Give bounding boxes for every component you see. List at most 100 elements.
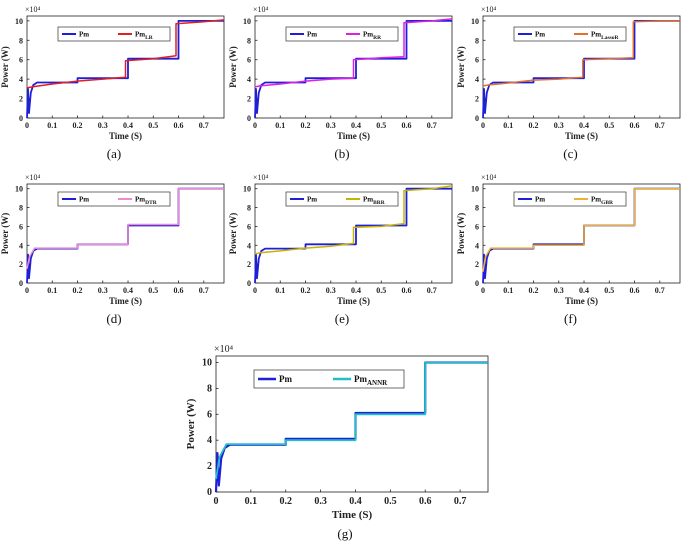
y-tick-label: 10 [471, 185, 479, 194]
x-tick-label: 0.3 [314, 496, 327, 507]
legend-box [285, 191, 399, 207]
x-tick-label: 0 [253, 286, 257, 295]
y-exponent-label: ×10⁴ [253, 173, 269, 182]
x-tick-label: 0.1 [47, 121, 57, 130]
x-tick-label: 0.5 [604, 121, 614, 130]
caption-b: (b) [334, 146, 350, 161]
chart-b: 0 0.1 0.2 0.3 0.4 0.5 0.6 0.7 0 2 4 6 8 10×10⁴ Time (S… [228, 5, 453, 141]
x-tick-label: 0.2 [529, 286, 539, 295]
y-tick-label: 8 [475, 36, 479, 45]
series-line-pm-dtr [26, 187, 224, 270]
chart-g: 0 0.1 0.2 0.3 0.4 0.5 0.6 0.7 0 2 4 6 8 10×10⁴ Time (S… [185, 344, 489, 521]
legend-box [285, 26, 399, 42]
y-tick-label: 2 [19, 95, 23, 104]
y-exponent-label: ×10⁴ [25, 173, 41, 182]
panel-c: 0 0.1 0.2 0.3 0.4 0.5 0.6 0.7 0 2 4 6 8 10 ×10⁴ Time (S… [456, 0, 685, 168]
y-exponent-label: ×10⁴ [214, 344, 234, 355]
x-tick-label: 0.7 [655, 286, 665, 295]
y-tick-label: 8 [247, 204, 251, 213]
x-tick-label: 0.5 [384, 496, 397, 507]
x-tick-label: 0.2 [529, 121, 539, 130]
legend-box [57, 191, 171, 207]
y-tick-label: 0 [207, 487, 212, 498]
y-tick-label: 6 [19, 222, 23, 231]
x-tick-label: 0.1 [275, 286, 285, 295]
y-exponent-label: ×10⁴ [481, 5, 497, 14]
panel-f: 0 0.1 0.2 0.3 0.4 0.5 0.6 0.7 0 2 4 6 8 10 ×10⁴ Time (S… [456, 168, 685, 336]
x-tick-label: 0.7 [655, 121, 665, 130]
y-tick-label: 6 [475, 56, 479, 65]
x-tick-label: 0.6 [402, 286, 412, 295]
legend-label: PmGBR [591, 196, 614, 207]
x-tick-label: 0.7 [427, 286, 437, 295]
x-tick-label: 0.1 [503, 121, 513, 130]
x-tick-label: 0.2 [301, 121, 311, 130]
x-tick-label: 0.3 [326, 286, 336, 295]
x-tick-label: 0.4 [351, 286, 361, 295]
x-tick-label: 0.6 [402, 121, 412, 130]
y-tick-label: 4 [475, 241, 479, 250]
x-tick-label: 0.5 [376, 286, 386, 295]
x-axis-label: Time (S) [109, 131, 142, 141]
legend-box [513, 191, 627, 207]
y-exponent-label: ×10⁴ [25, 5, 41, 14]
y-tick-label: 10 [202, 357, 212, 368]
y-tick-label: 6 [475, 222, 479, 231]
x-tick-label: 0.2 [73, 121, 83, 130]
x-tick-label: 0.1 [47, 286, 57, 295]
x-tick-label: 0.6 [630, 286, 640, 295]
caption-d: (d) [106, 311, 122, 326]
y-tick-label: 8 [19, 36, 23, 45]
y-axis-label: Power (W) [228, 213, 238, 255]
y-axis-label: Power (W) [228, 46, 238, 88]
y-tick-label: 10 [15, 17, 23, 26]
series-line-pm [482, 19, 680, 119]
y-tick-label: 6 [207, 409, 212, 420]
legend-box [57, 26, 171, 42]
y-tick-label: 2 [247, 260, 251, 269]
panel-b: 0 0.1 0.2 0.3 0.4 0.5 0.6 0.7 0 2 4 6 8 10 ×10⁴ Time (S… [228, 0, 456, 168]
y-axis-label: Power (W) [456, 46, 466, 88]
y-tick-label: 0 [247, 279, 251, 288]
y-tick-label: 4 [475, 75, 479, 84]
y-tick-label: 10 [471, 17, 479, 26]
y-tick-label: 6 [19, 56, 23, 65]
x-tick-label: 0 [481, 121, 485, 130]
x-tick-label: 0.6 [630, 121, 640, 130]
series-line-pm-annr [215, 361, 488, 480]
x-tick-label: 0.2 [301, 286, 311, 295]
series-line-pm [254, 19, 452, 119]
x-tick-label: 0.3 [554, 286, 564, 295]
y-tick-label: 4 [247, 75, 251, 84]
x-tick-label: 0.4 [349, 496, 362, 507]
x-tick-label: 0.3 [554, 121, 564, 130]
caption-e: (e) [334, 311, 350, 326]
y-tick-label: 4 [19, 241, 23, 250]
x-tick-label: 0 [25, 286, 29, 295]
x-axis-label: Time (S) [337, 131, 370, 141]
x-tick-label: 0.1 [503, 286, 513, 295]
x-tick-label: 0.6 [419, 496, 432, 507]
series-line-pm [26, 19, 224, 119]
x-tick-label: 0.4 [123, 286, 133, 295]
caption-a: (a) [106, 146, 122, 161]
x-tick-label: 0.4 [123, 121, 133, 130]
panel-a: 0 0.1 0.2 0.3 0.4 0.5 0.6 0.7 0 2 4 6 8 10 ×10⁴ Time (S… [0, 0, 228, 168]
y-axis-label: Power (W) [185, 398, 197, 449]
y-tick-label: 2 [247, 95, 251, 104]
y-tick-label: 8 [475, 204, 479, 213]
y-tick-label: 0 [19, 114, 23, 123]
x-tick-label: 0.4 [579, 121, 589, 130]
x-tick-label: 0 [25, 121, 29, 130]
series-line-pm-brr [254, 185, 453, 255]
y-exponent-label: ×10⁴ [253, 5, 269, 14]
y-tick-label: 0 [19, 279, 23, 288]
y-tick-label: 0 [475, 114, 479, 123]
chart-d: 0 0.1 0.2 0.3 0.4 0.5 0.6 0.7 0 2 4 6 8 10×10⁴ Time (S… [0, 173, 225, 306]
series-line-pm-gbr [482, 187, 680, 272]
y-tick-label: 2 [475, 95, 479, 104]
legend-label: PmRR [363, 31, 382, 42]
y-tick-label: 2 [475, 260, 479, 269]
legend-label: Pm [535, 31, 545, 39]
x-tick-label: 0.3 [98, 121, 108, 130]
